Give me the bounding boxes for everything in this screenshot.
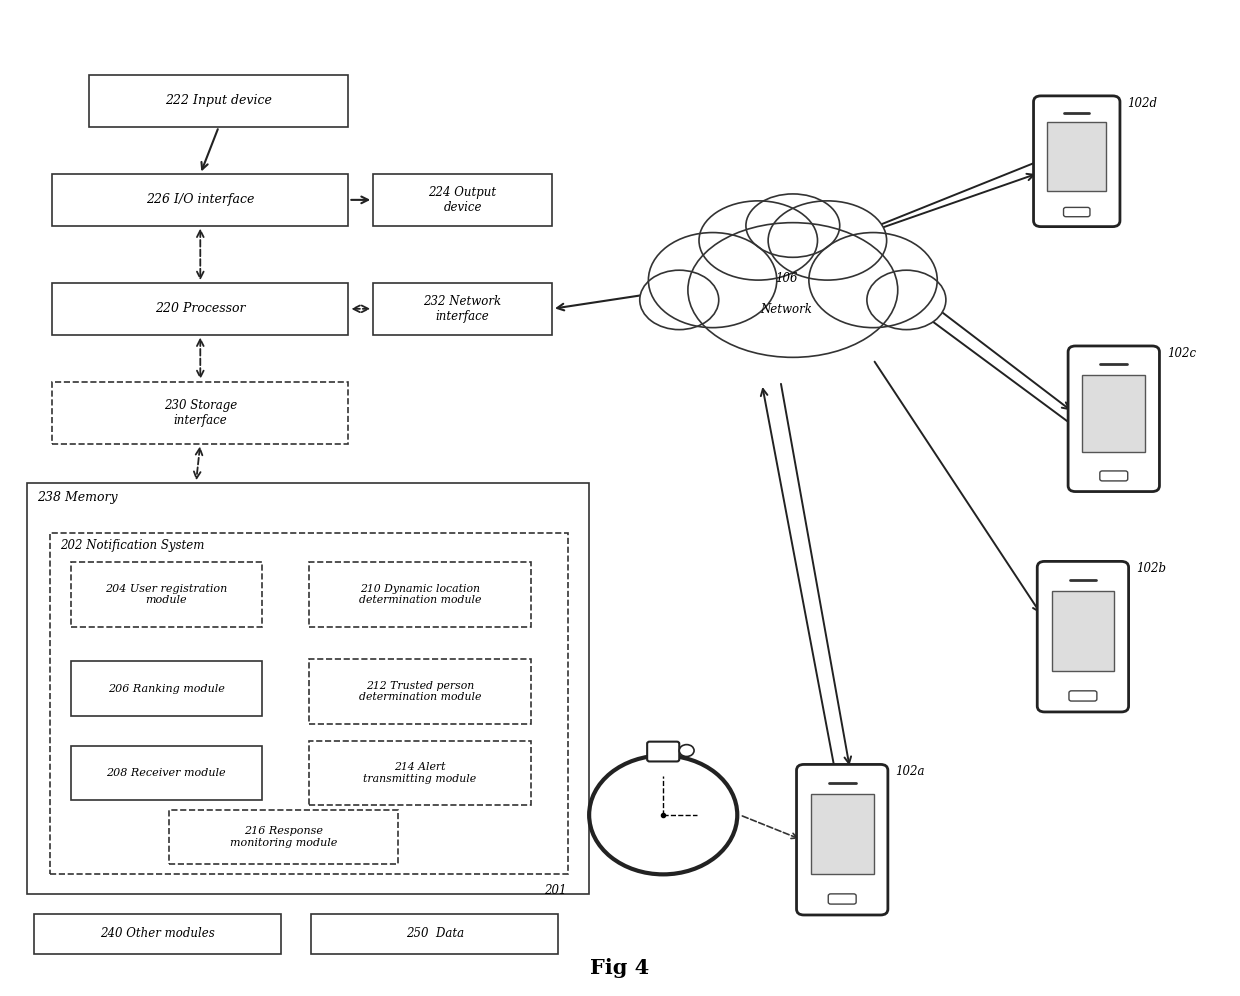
Text: Network: Network: [760, 304, 812, 317]
Text: 212 Trusted person
determination module: 212 Trusted person determination module: [358, 681, 481, 702]
Text: 106: 106: [775, 272, 797, 285]
FancyBboxPatch shape: [647, 742, 680, 762]
Ellipse shape: [808, 232, 937, 328]
Text: 216 Response
monitoring module: 216 Response monitoring module: [229, 827, 337, 848]
Ellipse shape: [640, 270, 719, 330]
Text: 250  Data: 250 Data: [405, 927, 464, 940]
Text: 220 Processor: 220 Processor: [155, 303, 246, 316]
FancyBboxPatch shape: [1100, 471, 1127, 481]
FancyBboxPatch shape: [1069, 691, 1097, 701]
FancyBboxPatch shape: [811, 794, 873, 874]
FancyBboxPatch shape: [1083, 374, 1146, 452]
FancyBboxPatch shape: [52, 382, 348, 443]
Text: 238 Memory: 238 Memory: [37, 491, 118, 504]
Circle shape: [589, 756, 738, 874]
Text: 202 Notification System: 202 Notification System: [60, 539, 203, 552]
Ellipse shape: [746, 194, 839, 257]
Text: 208 Receiver module: 208 Receiver module: [107, 768, 226, 778]
FancyBboxPatch shape: [50, 533, 568, 874]
FancyBboxPatch shape: [796, 764, 888, 915]
Text: 201: 201: [544, 884, 567, 897]
Text: 222 Input device: 222 Input device: [165, 95, 273, 108]
Text: 102a: 102a: [895, 765, 925, 779]
FancyBboxPatch shape: [1052, 591, 1115, 671]
Ellipse shape: [688, 223, 898, 358]
FancyBboxPatch shape: [1037, 562, 1128, 712]
Text: 240 Other modules: 240 Other modules: [99, 927, 215, 940]
FancyBboxPatch shape: [309, 563, 531, 626]
FancyBboxPatch shape: [373, 283, 552, 335]
Text: 232 Network
interface: 232 Network interface: [424, 295, 502, 323]
FancyBboxPatch shape: [373, 174, 552, 226]
FancyBboxPatch shape: [52, 174, 348, 226]
Ellipse shape: [649, 232, 776, 328]
FancyBboxPatch shape: [1068, 346, 1159, 492]
FancyBboxPatch shape: [71, 661, 262, 716]
Ellipse shape: [768, 201, 887, 280]
Text: 214 Alert
transmitting module: 214 Alert transmitting module: [363, 762, 476, 784]
Text: 224 Output
device: 224 Output device: [429, 186, 497, 214]
FancyBboxPatch shape: [311, 914, 558, 953]
FancyBboxPatch shape: [828, 893, 856, 904]
Ellipse shape: [699, 201, 817, 280]
FancyBboxPatch shape: [52, 283, 348, 335]
FancyBboxPatch shape: [71, 563, 262, 626]
Text: 230 Storage
interface: 230 Storage interface: [164, 398, 237, 427]
FancyBboxPatch shape: [1033, 96, 1120, 227]
FancyBboxPatch shape: [1064, 207, 1090, 217]
Text: 102c: 102c: [1167, 347, 1197, 360]
FancyBboxPatch shape: [89, 75, 348, 126]
Text: 206 Ranking module: 206 Ranking module: [108, 683, 224, 693]
FancyBboxPatch shape: [309, 741, 531, 805]
Text: Fig 4: Fig 4: [590, 958, 650, 978]
Ellipse shape: [867, 270, 946, 330]
FancyBboxPatch shape: [309, 659, 531, 724]
Text: 102b: 102b: [1136, 563, 1166, 576]
FancyBboxPatch shape: [170, 810, 398, 865]
FancyBboxPatch shape: [27, 483, 589, 894]
Text: 226 I/O interface: 226 I/O interface: [146, 193, 254, 206]
FancyBboxPatch shape: [71, 746, 262, 800]
FancyBboxPatch shape: [1048, 123, 1106, 191]
Text: 210 Dynamic location
determination module: 210 Dynamic location determination modul…: [358, 584, 481, 606]
FancyBboxPatch shape: [33, 914, 280, 953]
Circle shape: [680, 745, 694, 757]
Text: 102d: 102d: [1127, 97, 1157, 110]
Text: 204 User registration
module: 204 User registration module: [105, 584, 227, 606]
